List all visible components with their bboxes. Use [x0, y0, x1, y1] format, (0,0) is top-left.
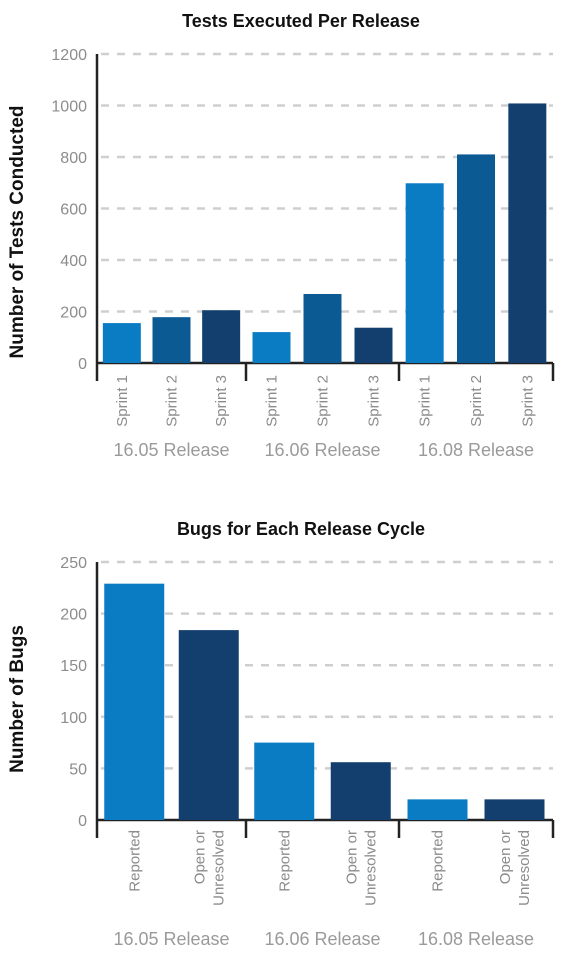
x-tick-label: Unresolved	[516, 830, 533, 906]
bar	[254, 742, 315, 820]
y-tick-label: 800	[60, 150, 87, 167]
group-label: 16.08 Release	[418, 440, 534, 460]
bar	[330, 762, 391, 820]
x-tick-label: Open or	[497, 830, 514, 884]
bar	[484, 799, 545, 820]
x-tick-label: Sprint 3	[213, 375, 230, 427]
x-tick-label: Sprint 1	[264, 375, 281, 427]
bar	[303, 293, 342, 363]
x-tick-label: Sprint 1	[114, 375, 131, 427]
x-tick-label: Unresolved	[210, 830, 227, 906]
group-label: 16.06 Release	[264, 440, 380, 460]
x-tick-label: Sprint 1	[417, 375, 434, 427]
x-tick-label: Open or	[191, 830, 208, 884]
y-tick-label: 0	[78, 813, 87, 830]
chart1-ylabel: Number of Tests Conducted	[7, 106, 28, 359]
x-tick-label: Sprint 3	[519, 375, 536, 427]
y-tick-label: 150	[60, 658, 87, 675]
y-tick-label: 1000	[51, 99, 87, 116]
x-tick-label: Sprint 2	[468, 375, 485, 427]
bar	[508, 103, 547, 363]
group-label: 16.08 Release	[418, 929, 534, 949]
group-label: 16.05 Release	[113, 440, 229, 460]
bar	[104, 583, 165, 820]
x-tick-label: Reported	[126, 830, 143, 892]
y-tick-label: 600	[60, 202, 87, 219]
x-tick-label: Sprint 2	[315, 375, 332, 427]
x-tick-label: Sprint 3	[366, 375, 383, 427]
y-tick-label: 400	[60, 253, 87, 270]
y-tick-label: 0	[78, 356, 87, 373]
y-tick-label: 200	[60, 607, 87, 624]
y-tick-label: 250	[60, 555, 87, 572]
bar	[354, 327, 393, 363]
y-tick-label: 200	[60, 305, 87, 322]
x-tick-label: Open or	[343, 830, 360, 884]
bar	[457, 154, 495, 363]
x-tick-label: Unresolved	[362, 830, 379, 906]
x-tick-label: Reported	[430, 830, 447, 892]
bar	[202, 310, 241, 363]
x-tick-label: Sprint 2	[164, 375, 181, 427]
bar	[405, 183, 444, 363]
y-tick-label: 1200	[51, 47, 87, 64]
x-tick-label: Reported	[276, 830, 293, 892]
chart2-ylabel: Number of Bugs	[7, 625, 28, 773]
bar	[252, 332, 291, 363]
bar	[152, 317, 191, 363]
chart1-title: Tests Executed Per Release	[182, 11, 420, 31]
group-label: 16.06 Release	[264, 929, 380, 949]
chart2-title: Bugs for Each Release Cycle	[177, 519, 425, 539]
y-tick-label: 100	[60, 710, 87, 727]
bar	[102, 323, 141, 363]
y-tick-label: 50	[69, 761, 87, 778]
group-label: 16.05 Release	[113, 929, 229, 949]
bar	[178, 630, 239, 820]
bar	[407, 799, 468, 820]
